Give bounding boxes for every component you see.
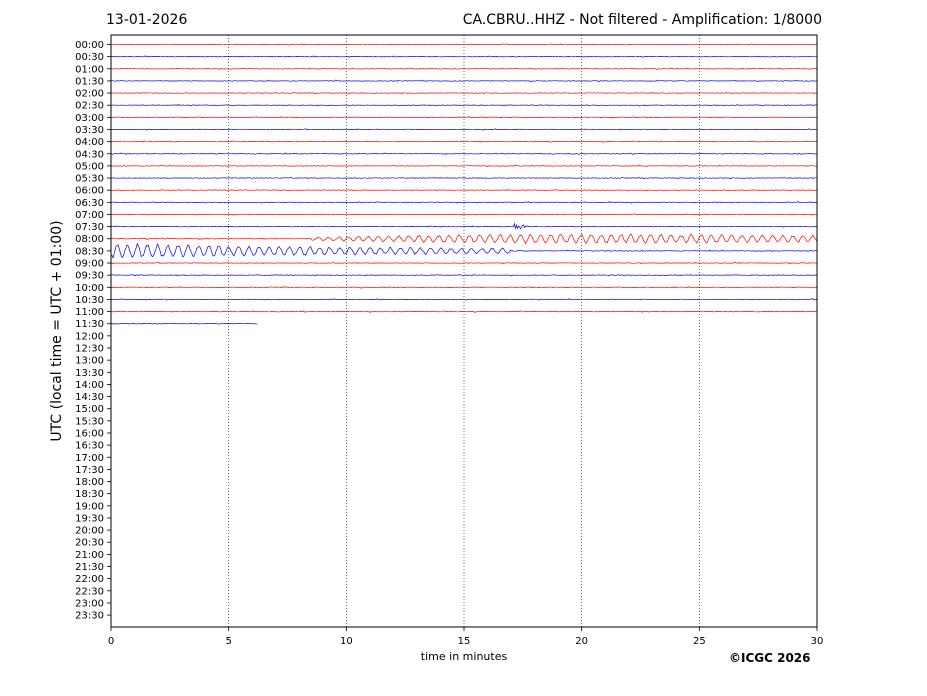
trace-1100 <box>110 310 818 313</box>
x-tick-label: 0 <box>108 636 114 647</box>
trace-0130 <box>110 79 818 83</box>
y-tick-label: 02:30 <box>75 101 104 112</box>
y-tick-label: 01:00 <box>75 64 104 75</box>
y-tick-label: 09:30 <box>75 271 104 282</box>
y-tick-label: 10:00 <box>75 283 104 294</box>
y-tick-label: 07:30 <box>75 222 104 233</box>
y-tick-label: 23:30 <box>75 611 104 622</box>
y-tick-label: 06:30 <box>75 198 104 209</box>
trace-0230 <box>110 103 817 107</box>
trace-0100 <box>110 67 818 70</box>
y-tick-label: 17:00 <box>75 453 104 464</box>
y-tick-label: 23:00 <box>75 598 104 609</box>
y-tick-label: 08:30 <box>75 246 104 257</box>
y-tick-label: 20:00 <box>75 526 104 537</box>
y-tick-label: 22:30 <box>75 586 104 597</box>
y-tick-label: 14:30 <box>75 392 104 403</box>
x-tick-label: 10 <box>340 636 353 647</box>
trace-0700 <box>110 213 818 216</box>
y-tick-label: 12:30 <box>75 344 104 355</box>
y-tick-label: 20:30 <box>75 538 104 549</box>
trace-0430 <box>110 152 818 156</box>
trace-0830 <box>111 242 818 259</box>
y-tick-label: 16:30 <box>75 441 104 452</box>
y-tick-label: 15:30 <box>75 416 104 427</box>
plot-date: 13-01-2026 <box>106 12 188 28</box>
y-tick-label: 05:00 <box>75 161 104 172</box>
y-tick-label: 13:30 <box>75 368 104 379</box>
y-tick-label: 02:00 <box>75 89 104 100</box>
trace-0400 <box>110 140 818 143</box>
trace-1130 <box>110 322 258 325</box>
y-tick-label: 15:00 <box>75 404 104 415</box>
y-tick-label: 19:30 <box>75 513 104 524</box>
y-tick-label: 21:30 <box>75 562 104 573</box>
trace-0200 <box>110 91 818 95</box>
y-tick-label: 05:30 <box>75 174 104 185</box>
trace-0930 <box>110 274 818 277</box>
trace-0030 <box>110 55 818 58</box>
y-tick-label: 17:30 <box>75 465 104 476</box>
y-tick-label: 16:00 <box>75 428 104 439</box>
y-tick-label: 10:30 <box>75 295 104 306</box>
trace-0900 <box>110 261 817 265</box>
y-tick-label: 18:00 <box>75 477 104 488</box>
y-tick-label: 22:00 <box>75 574 104 585</box>
trace-1000 <box>110 285 818 289</box>
x-tick-label: 20 <box>575 636 588 647</box>
trace-0730 <box>111 222 818 230</box>
y-tick-label: 13:00 <box>75 356 104 367</box>
trace-0630 <box>110 201 817 204</box>
trace-0800 <box>110 233 818 245</box>
y-tick-label: 21:00 <box>75 550 104 561</box>
y-tick-label: 19:00 <box>75 501 104 512</box>
y-tick-label: 04:00 <box>75 137 104 148</box>
y-tick-label: 12:00 <box>75 331 104 342</box>
trace-0330 <box>110 128 818 131</box>
trace-0530 <box>110 176 817 180</box>
y-tick-label: 03:30 <box>75 125 104 136</box>
plot-title: CA.CBRU..HHZ - Not filtered - Amplificat… <box>462 12 822 28</box>
y-tick-label: 14:00 <box>75 380 104 391</box>
x-tick-label: 15 <box>458 636 471 647</box>
y-tick-label: 00:00 <box>75 40 104 51</box>
y-tick-label: 03:00 <box>75 113 104 124</box>
y-tick-label: 08:00 <box>75 234 104 245</box>
y-tick-label: 01:30 <box>75 76 104 87</box>
x-axis-label: time in minutes <box>420 650 508 663</box>
trace-0500 <box>110 164 817 168</box>
plot-frame <box>110 34 818 628</box>
trace-0000 <box>110 43 818 46</box>
copyright-notice: ©ICGC 2026 <box>729 651 811 665</box>
trace-1030 <box>110 298 818 301</box>
y-tick-label: 11:30 <box>75 319 104 330</box>
x-tick-label: 25 <box>693 636 706 647</box>
y-tick-label: 09:00 <box>75 259 104 270</box>
y-tick-label: 04:30 <box>75 149 104 160</box>
trace-0600 <box>111 188 818 192</box>
y-tick-label: 06:00 <box>75 186 104 197</box>
y-tick-label: 18:30 <box>75 489 104 500</box>
x-tick-label: 5 <box>225 636 231 647</box>
y-tick-label: 07:00 <box>75 210 104 221</box>
x-tick-label: 30 <box>811 636 824 647</box>
y-tick-label: 00:30 <box>75 52 104 63</box>
y-tick-label: 11:00 <box>75 307 104 318</box>
trace-0300 <box>110 116 817 119</box>
